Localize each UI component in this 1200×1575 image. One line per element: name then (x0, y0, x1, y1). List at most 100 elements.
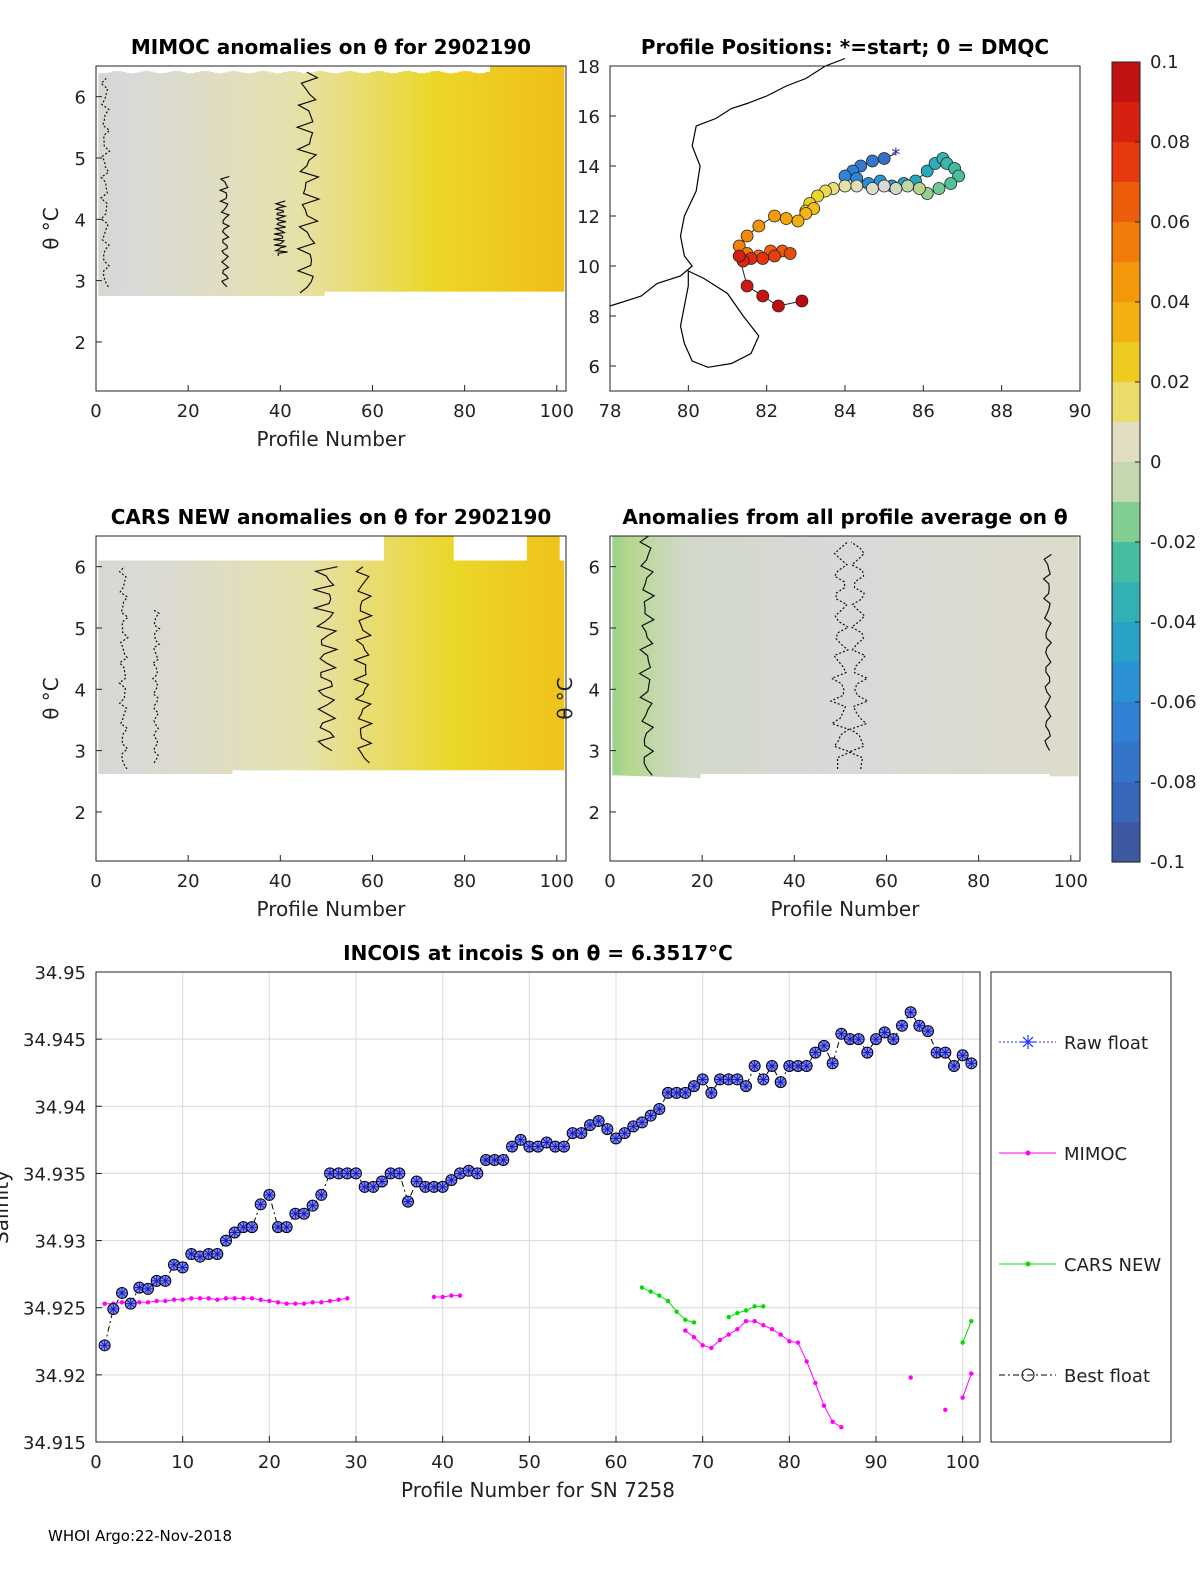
mimoc-point (795, 1340, 801, 1345)
cars-new-point (969, 1318, 974, 1324)
cars-anomaly-panel-ylabel: θ °C (39, 677, 63, 720)
heatmap-cell (383, 72, 390, 292)
y-tick-label: 34.94 (34, 1097, 86, 1118)
heatmap-cell (379, 560, 385, 771)
heatmap-cell (314, 71, 321, 296)
heatmap-cell (195, 72, 201, 296)
raw-float-star (499, 1156, 508, 1164)
mimoc-point (457, 1293, 463, 1298)
heatmap-cell (630, 536, 636, 776)
heatmap-cell (301, 73, 307, 296)
heatmap-cell (513, 560, 519, 771)
heatmap-cell (162, 560, 169, 774)
raw-float-star (343, 1169, 352, 1178)
raw-float-star (170, 1260, 178, 1269)
x-tick-label: 100 (540, 401, 574, 422)
mimoc-point (726, 1332, 731, 1337)
heatmap-cell (773, 536, 779, 774)
profile-position-marker (952, 169, 965, 183)
raw-float-star (837, 1029, 846, 1038)
raw-float-star (412, 1177, 421, 1186)
raw-float-star (256, 1200, 265, 1209)
mimoc-point (232, 1296, 237, 1301)
cars-anomaly-panel-xlabel: Profile Number (257, 897, 407, 921)
float-point (298, 1207, 310, 1220)
raw-float-star (447, 1176, 456, 1184)
coastline-sri-lanka (679, 270, 760, 368)
profile-position-marker (866, 154, 879, 168)
heatmap-cell (185, 73, 192, 296)
legend-dot-icon (1025, 1150, 1031, 1156)
raw-float-star (386, 1169, 395, 1178)
heatmap-cell (365, 72, 371, 292)
heatmap-cell (116, 560, 122, 774)
y-tick-label: 5 (75, 619, 86, 640)
heatmap-cell (254, 560, 261, 771)
contour-line (638, 535, 656, 776)
heatmap-cell (236, 71, 242, 296)
colorbar-swatch (1112, 262, 1140, 303)
heatmap-cell (227, 71, 233, 296)
y-tick-label: 16 (577, 107, 600, 128)
heatmap-cell (305, 560, 311, 771)
y-tick-label: 12 (577, 207, 600, 228)
mimoc-point (163, 1298, 168, 1304)
heatmap-cell (842, 536, 848, 774)
raw-float-star (282, 1223, 291, 1231)
raw-float-star (794, 1062, 802, 1070)
cars-new-point (752, 1304, 757, 1309)
raw-float-star (265, 1191, 274, 1199)
x-tick-label: 80 (453, 401, 476, 422)
float-point (870, 1033, 882, 1046)
contour-line (311, 566, 339, 752)
mimoc-point (787, 1339, 792, 1344)
heatmap-cell (291, 71, 298, 296)
raw-float-star (438, 1183, 447, 1191)
mimoc-point (206, 1296, 211, 1301)
heatmap-cell (287, 71, 293, 296)
heatmap-cell (778, 536, 784, 774)
heatmap-cell (107, 560, 113, 774)
heatmap-cell (98, 73, 104, 296)
heatmap-cell (162, 72, 169, 296)
y-tick-label: 4 (589, 680, 600, 701)
heatmap-cell (259, 70, 265, 296)
heatmap-cell (805, 536, 812, 774)
heatmap-cell (411, 536, 417, 771)
float-point (896, 1019, 908, 1032)
float-point (324, 1167, 336, 1180)
raw-float-star (820, 1042, 828, 1050)
raw-float-star (967, 1059, 976, 1068)
heatmap-cell (545, 66, 551, 292)
heatmap-cell (416, 536, 422, 771)
raw-float-star (958, 1051, 967, 1060)
raw-float-star (603, 1125, 612, 1133)
legend-item: CARS NEW (999, 1255, 1161, 1276)
profile-position-marker (877, 179, 891, 193)
heatmap-cell (939, 536, 945, 774)
x-tick-label: 86 (912, 401, 935, 422)
float-point (211, 1248, 224, 1260)
float-point (376, 1175, 388, 1188)
contour-line (847, 541, 870, 770)
float-point (497, 1154, 510, 1166)
profile-position-marker (768, 209, 781, 223)
heatmap-cell (727, 536, 733, 774)
mimoc-point (171, 1297, 177, 1302)
float-point (861, 1046, 874, 1059)
float-point (878, 1026, 891, 1039)
raw-float-star (187, 1250, 196, 1258)
x-tick-label: 20 (177, 401, 200, 422)
raw-float-star (152, 1277, 161, 1285)
heatmap-cell (167, 71, 173, 296)
raw-float-star (360, 1183, 369, 1191)
mimoc-point (839, 1425, 844, 1430)
raw-float-star (369, 1183, 378, 1191)
heatmap-cell (462, 560, 468, 771)
cars-new-point (735, 1310, 740, 1316)
heatmap-cell (810, 536, 816, 774)
heatmap-cell (838, 536, 844, 774)
heatmap-cell (870, 536, 876, 774)
colorbar-swatch (1112, 782, 1140, 823)
heatmap-cell (1022, 536, 1028, 774)
